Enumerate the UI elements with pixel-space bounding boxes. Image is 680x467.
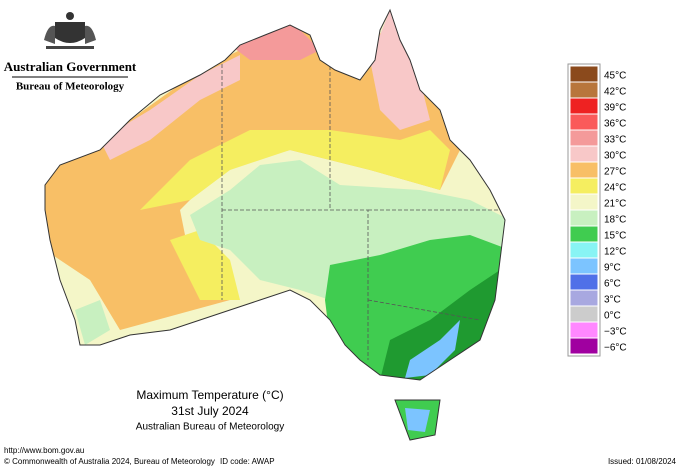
legend-label: −3°C [604,327,627,338]
map-date: 31st July 2024 [171,404,249,418]
legend-label: 45°C [604,71,626,82]
legend: 45°C 42°C 39°C 36°C 33°C 30°C 27°C 24°C 21°C 18°C… [567,63,627,357]
legend-swatch [569,241,599,259]
map-title: Maximum Temperature (°C) [136,388,283,402]
footer-id: ID code: AWAP [220,457,275,466]
legend-label: 33°C [604,135,626,146]
legend-swatch [569,321,599,339]
legend-label: 42°C [604,87,626,98]
legend-label: 3°C [604,295,621,306]
legend-swatch [569,257,599,275]
legend-swatch [569,209,599,227]
legend-label: 18°C [604,215,626,226]
legend-swatch [569,225,599,243]
footer-issued: Issued: 01/08/2024 [608,457,677,466]
legend-label: 12°C [604,247,626,258]
legend-label: 24°C [604,183,626,194]
legend-label: 15°C [604,231,626,242]
coastline [44,8,506,441]
legend-label: 39°C [604,103,626,114]
legend-label: 21°C [604,199,626,210]
legend-label: 30°C [604,151,626,162]
footer-copyright: © Commonwealth of Australia 2024, Bureau… [4,457,215,466]
legend-label: 0°C [604,311,621,322]
legend-swatch [569,337,599,355]
legend-swatch [569,193,599,211]
legend-swatch [569,81,599,99]
legend-swatch [569,113,599,131]
legend-swatch [569,161,599,179]
footer-url: http://www.bom.gov.au [4,446,84,455]
government-name: Australian Government [4,59,137,74]
legend-swatch [569,145,599,163]
legend-label: 36°C [604,119,626,130]
crest [44,12,96,49]
agency-name: Bureau of Meteorology [16,81,125,93]
legend-label: 9°C [604,263,621,274]
legend-swatch [569,305,599,323]
map-source: Australian Bureau of Meteorology [136,422,284,433]
legend-swatch [569,289,599,307]
legend-label: 27°C [604,167,626,178]
legend-label: 6°C [604,279,621,290]
legend-swatch [569,97,599,115]
legend-swatch [569,65,599,83]
legend-label: −6°C [604,343,627,354]
legend-swatch [569,273,599,291]
legend-swatch [569,177,599,195]
legend-swatch [569,129,599,147]
